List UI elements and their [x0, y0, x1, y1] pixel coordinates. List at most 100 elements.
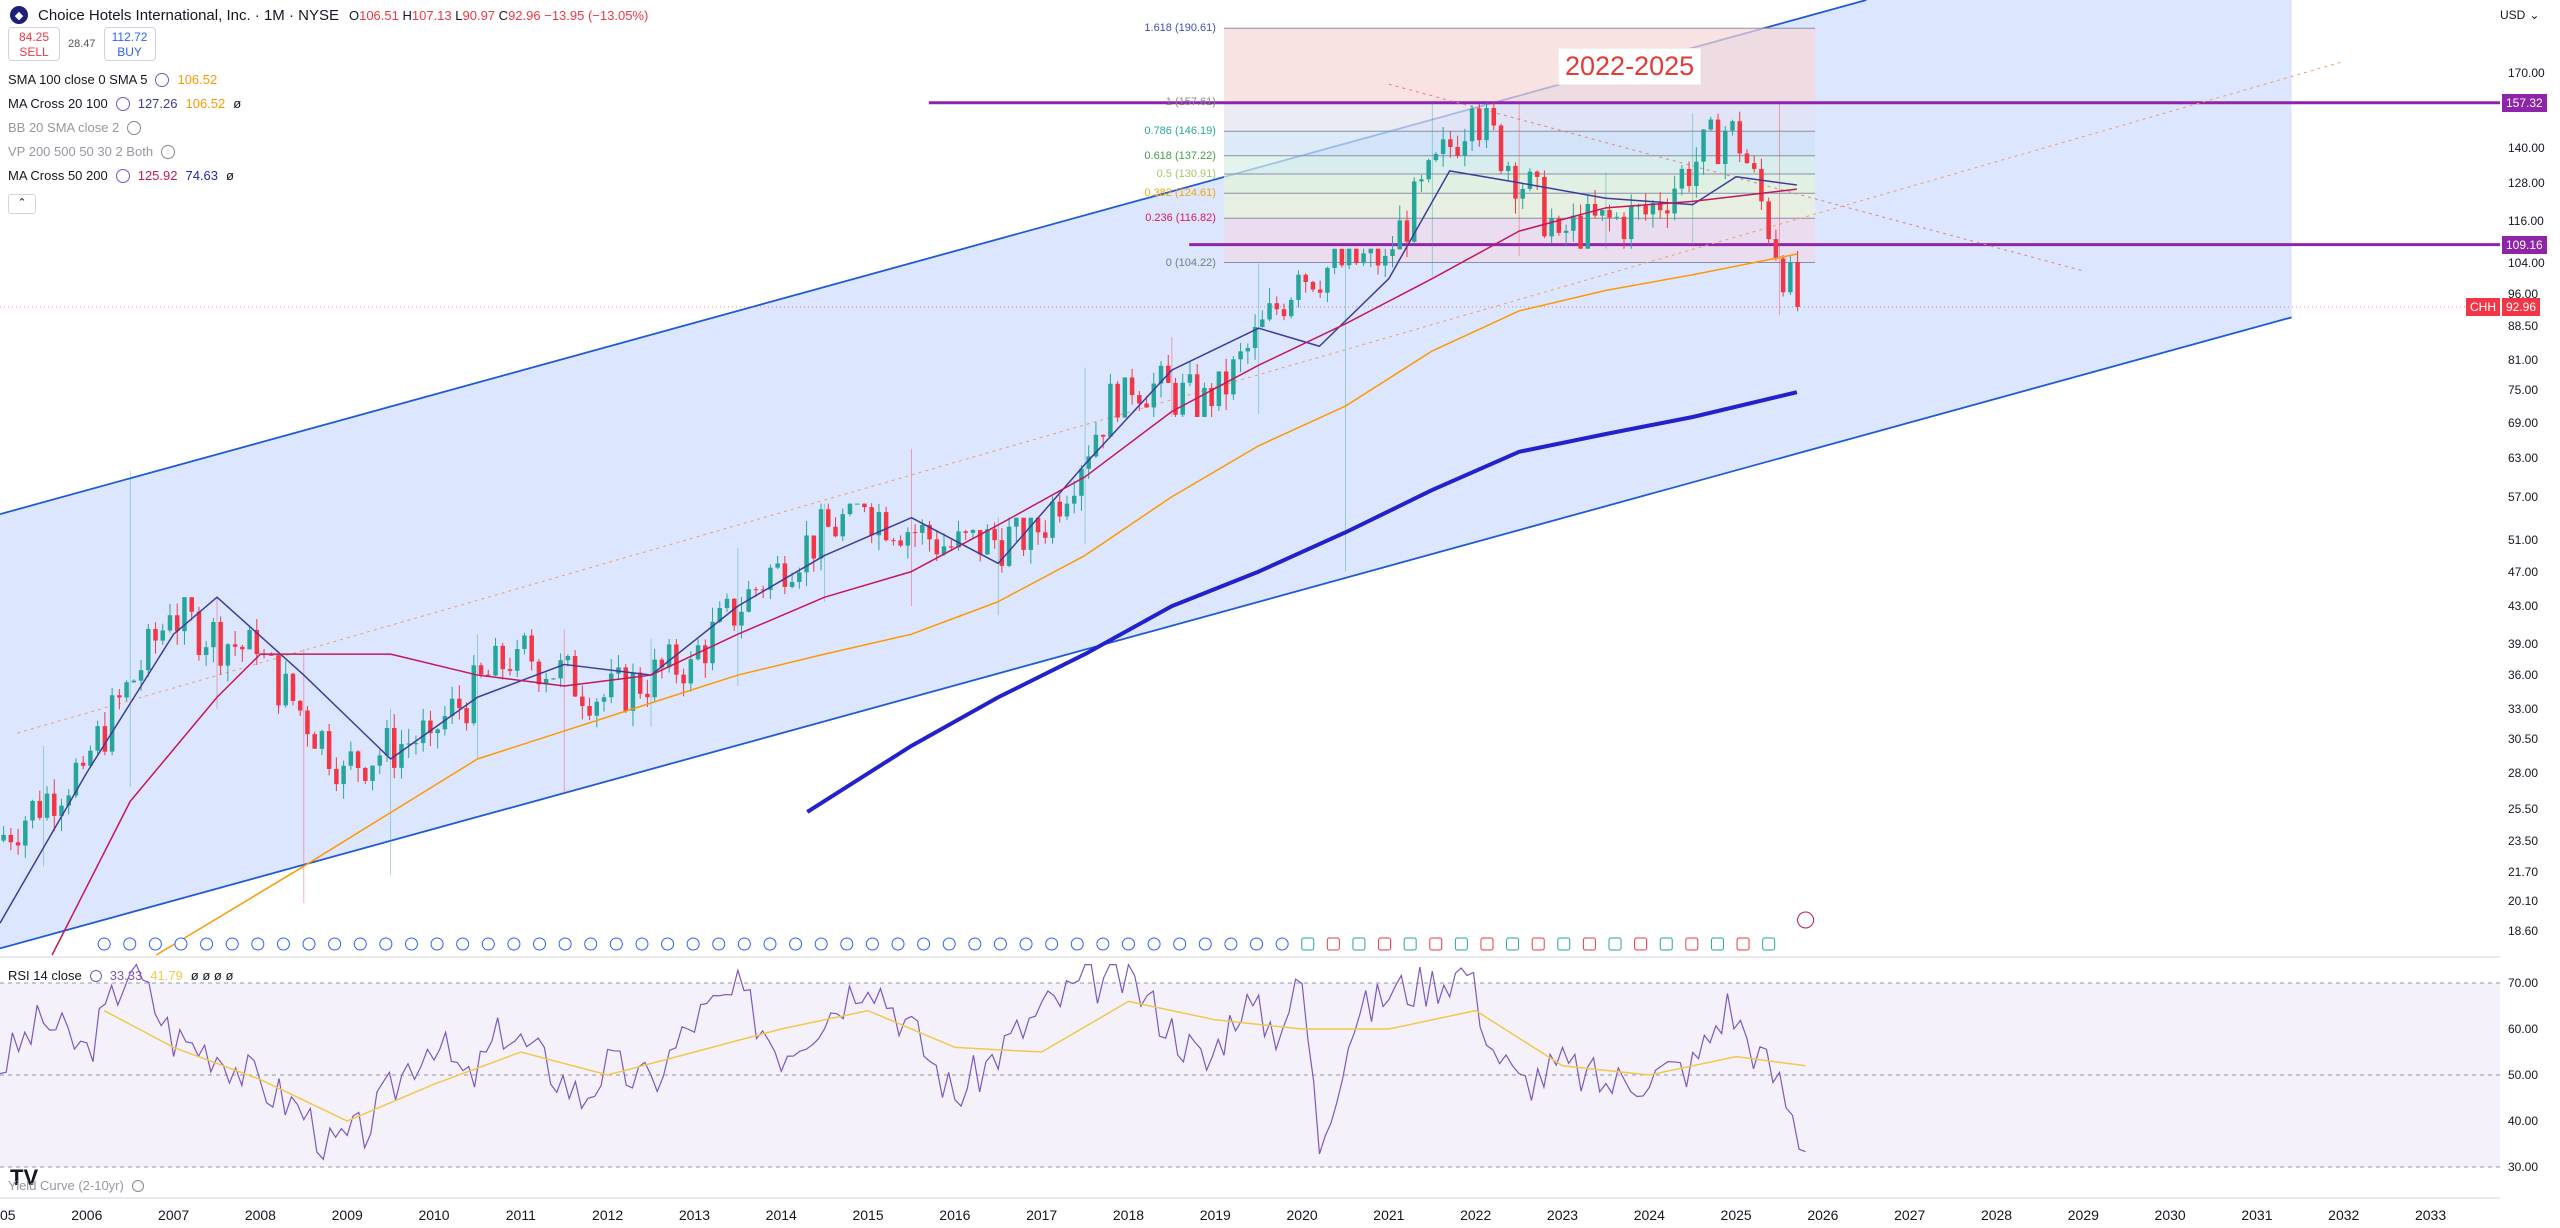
- candle-body: [399, 744, 404, 768]
- fib-label: 1.618 (190.61): [1144, 22, 1216, 35]
- indicator-value: 106.52: [177, 72, 218, 87]
- ohlc-low-key: L: [455, 7, 463, 23]
- dividend-circle: [1224, 937, 1238, 951]
- dividend-circle: [917, 937, 931, 951]
- ma-line-1: [51, 188, 1797, 956]
- candle-body: [167, 615, 173, 631]
- dividend-marker: [712, 937, 726, 951]
- candle-body: [1354, 248, 1359, 264]
- rsi-tick: 50.00: [2508, 1068, 2539, 1082]
- candle-body: [1079, 468, 1084, 496]
- dividend-marker: [1224, 937, 1238, 951]
- dividend-marker: [686, 937, 700, 951]
- eye-icon[interactable]: [155, 72, 170, 87]
- candle-body: [789, 581, 795, 587]
- eye-off-icon[interactable]: [131, 1179, 144, 1192]
- eye-icon[interactable]: [115, 168, 130, 183]
- sell-button[interactable]: 84.25 SELL: [8, 27, 60, 61]
- candle-body: [1730, 121, 1735, 131]
- dividend-marker: [558, 937, 572, 951]
- indicator-ma-cross-20-100[interactable]: MA Cross 20 100 127.26 106.52 ø: [8, 96, 241, 111]
- symbol-title[interactable]: Choice Hotels International, Inc. · 1M ·…: [38, 6, 339, 24]
- candle-body: [334, 768, 339, 785]
- collapse-legend-button[interactable]: ⌃: [8, 194, 36, 214]
- candle-body: [1122, 377, 1128, 418]
- candle-body: [710, 621, 715, 664]
- eye-off-icon[interactable]: [127, 120, 142, 135]
- fib-label: 0.5 (130.91): [1156, 168, 1216, 181]
- candle-body: [160, 630, 166, 641]
- indicator-name: MA Cross 20 100: [8, 96, 108, 111]
- dividend-marker: [635, 937, 649, 951]
- eye-off-icon[interactable]: [161, 144, 176, 159]
- indicator-vp[interactable]: VP 200 500 50 30 2 Both: [8, 144, 176, 159]
- earnings-box: [1582, 937, 1596, 951]
- candle-body: [73, 762, 79, 796]
- eye-icon[interactable]: [89, 969, 102, 982]
- candle-body: [1744, 153, 1750, 164]
- price-tick: 43.00: [2508, 599, 2539, 614]
- ohlc-close: 92.96: [508, 7, 541, 23]
- candle-body: [992, 529, 997, 541]
- earnings-box: [1762, 937, 1776, 951]
- dividend-marker: [97, 937, 111, 951]
- candle-body: [833, 526, 838, 537]
- tradingview-logo-icon[interactable]: TV: [10, 1165, 39, 1190]
- candle-body: [500, 645, 505, 670]
- rsi-ma-value: 41.79: [150, 968, 183, 983]
- symbol-title-row[interactable]: ◆ Choice Hotels International, Inc. · 1M…: [10, 6, 648, 24]
- dividend-circle: [712, 937, 726, 951]
- candle-body: [507, 669, 513, 671]
- candle-body: [1288, 299, 1294, 317]
- earnings-box: [1531, 937, 1545, 951]
- candle-body: [674, 644, 679, 675]
- channel-lower-line: [0, 316, 2292, 950]
- indicator-ma-cross-50-200[interactable]: MA Cross 50 200 125.92 74.63 ø: [8, 168, 234, 183]
- dividend-circle: [353, 937, 367, 951]
- time-tick: 2025: [1720, 1207, 1752, 1223]
- dividend-circle: [584, 937, 598, 951]
- yield-curve-legend[interactable]: Yield Curve (2-10yr): [8, 1178, 144, 1193]
- earnings-box: [1506, 937, 1520, 951]
- candle-body: [587, 705, 592, 716]
- candle-body: [1375, 248, 1381, 266]
- candle-body: [1701, 129, 1706, 162]
- candle-body: [1180, 382, 1185, 415]
- price-tick: 81.00: [2508, 353, 2539, 368]
- time-tick: 2007: [158, 1207, 190, 1223]
- dividend-circle: [1173, 937, 1187, 951]
- price-axis[interactable]: 170.00 140.00 128.00 116.00 104.00 96.00 88.50…: [2466, 0, 2560, 1228]
- price-tick: 39.00: [2508, 637, 2539, 651]
- price-tick: 20.10: [2508, 894, 2539, 909]
- candle-body: [739, 611, 744, 626]
- candle-body: [1267, 303, 1272, 320]
- candle-body: [1202, 387, 1207, 418]
- candle-body: [536, 661, 542, 685]
- rsi-tick: 30.00: [2508, 1160, 2539, 1174]
- candle-body: [1491, 108, 1497, 126]
- dividend-circle: [661, 937, 675, 951]
- price-tick: 21.70: [2508, 864, 2539, 879]
- candle-body: [15, 842, 21, 846]
- buy-button[interactable]: 112.72 BUY: [103, 27, 156, 61]
- range-annotation[interactable]: 2022-2025: [1558, 48, 1702, 85]
- indicator-sma100[interactable]: SMA 100 close 0 SMA 5 106.52: [8, 72, 217, 87]
- dividend-circle: [686, 937, 700, 951]
- earnings-box: [1659, 937, 1673, 951]
- eye-icon[interactable]: [115, 96, 130, 111]
- candle-body: [1071, 495, 1077, 504]
- indicator-bb[interactable]: BB 20 SMA close 2: [8, 120, 142, 135]
- earnings-box: [1608, 937, 1622, 951]
- rsi-legend[interactable]: RSI 14 close 33.33 41.79 ø ø ø ø: [8, 968, 233, 983]
- time-tick: 2032: [2328, 1207, 2360, 1223]
- dividend-marker: [1198, 937, 1212, 951]
- candle-body: [435, 729, 440, 734]
- dividend-marker: [737, 937, 751, 951]
- candle-body: [1231, 359, 1236, 395]
- dividend-marker: [1096, 937, 1110, 951]
- candle-body: [558, 660, 563, 679]
- earnings-marker: [1352, 937, 1366, 951]
- currency-selector[interactable]: USD ⌄: [2500, 8, 2539, 22]
